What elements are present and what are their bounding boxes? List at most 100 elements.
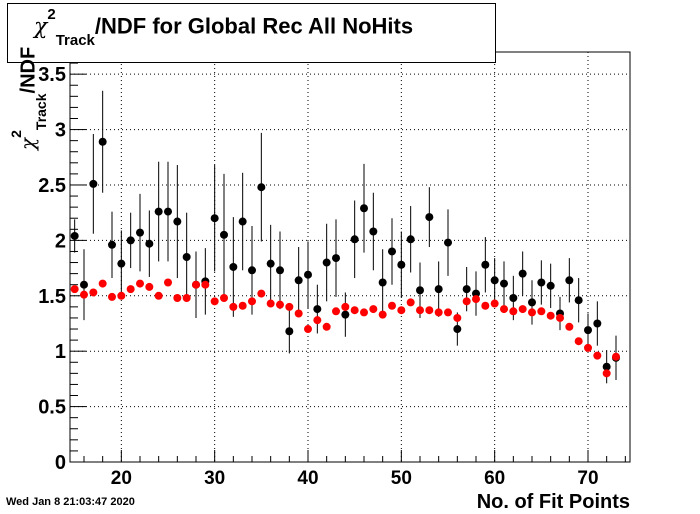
data-point	[378, 278, 387, 287]
data-point	[518, 305, 527, 314]
data-point	[89, 179, 98, 188]
data-point	[406, 298, 415, 307]
title-subscript: Track	[55, 31, 95, 49]
data-point	[490, 299, 499, 308]
data-point	[182, 294, 191, 302]
data-point	[238, 217, 247, 226]
data-point	[593, 319, 602, 328]
data-point	[332, 254, 340, 263]
title-superscript: 2	[47, 6, 56, 23]
data-point	[490, 276, 499, 285]
data-point	[388, 247, 396, 256]
data-point	[164, 207, 172, 216]
data-point	[546, 311, 555, 320]
series-black	[70, 90, 620, 384]
y-tick-label: 2	[55, 230, 66, 252]
data-point	[229, 302, 238, 311]
data-point	[481, 301, 490, 310]
data-point	[304, 270, 312, 279]
data-point	[136, 279, 144, 288]
x-tick-label: 40	[297, 468, 318, 489]
data-point	[313, 305, 322, 314]
data-point	[528, 308, 536, 317]
data-point	[612, 352, 620, 361]
data-point	[145, 239, 154, 248]
data-point	[304, 325, 312, 334]
data-point	[238, 301, 247, 310]
data-point	[164, 278, 172, 287]
data-point	[518, 269, 527, 278]
data-point	[332, 307, 340, 316]
data-point	[593, 351, 602, 360]
data-point	[453, 313, 462, 322]
data-point	[388, 301, 396, 310]
data-point	[70, 231, 79, 240]
y-tick-label: 1	[55, 341, 66, 363]
data-point	[584, 326, 592, 335]
data-point	[565, 322, 574, 331]
data-point	[546, 281, 555, 290]
title-rest: /NDF for Global Rec All NoHits	[94, 13, 414, 39]
data-marks	[70, 90, 620, 384]
data-point	[472, 289, 480, 298]
data-point	[80, 280, 88, 289]
timestamp: Wed Jan 8 21:03:47 2020	[6, 496, 135, 508]
data-point	[341, 302, 350, 311]
data-point	[537, 307, 546, 316]
data-point	[584, 343, 592, 352]
data-point	[350, 306, 359, 315]
data-point	[182, 253, 191, 261]
data-point	[565, 276, 574, 285]
data-point	[602, 362, 611, 371]
ylabel-subscript: Track	[32, 93, 49, 131]
data-point	[574, 337, 583, 346]
data-point	[80, 290, 88, 299]
x-tick-label: 50	[391, 468, 412, 489]
data-point	[574, 296, 583, 305]
data-point	[406, 235, 415, 244]
data-point	[248, 297, 256, 306]
y-axis-label: χ2 Track/NDF	[8, 46, 49, 150]
data-point	[117, 259, 126, 268]
x-tick-label: 60	[484, 468, 505, 489]
data-point	[500, 305, 508, 314]
data-point	[434, 308, 443, 317]
data-point	[537, 278, 546, 287]
y-tick-label: 3	[55, 120, 66, 142]
data-point	[434, 285, 443, 294]
x-tick-label: 20	[111, 468, 132, 489]
data-point	[89, 288, 98, 297]
data-point	[500, 279, 508, 288]
chart-title: χ2 Track/NDF for Global Rec All NoHits	[34, 6, 414, 49]
data-point	[397, 260, 406, 269]
data-point	[136, 228, 144, 237]
data-point	[425, 306, 434, 315]
data-point	[126, 236, 135, 245]
ylabel-symbol: χ	[15, 137, 40, 150]
data-point	[378, 310, 387, 319]
data-point	[220, 294, 228, 302]
data-point	[285, 327, 294, 336]
data-point	[98, 137, 107, 146]
data-point	[276, 266, 284, 275]
plot-frame	[69, 51, 631, 463]
title-box: χ2 Track/NDF for Global Rec All NoHits	[7, 3, 496, 63]
data-point	[145, 282, 154, 291]
ylabel-rest: /NDF	[17, 46, 40, 94]
y-tick-label: 3.5	[38, 64, 66, 86]
data-point	[294, 276, 303, 285]
series-red	[70, 278, 620, 378]
data-point	[369, 305, 378, 314]
data-point	[322, 258, 331, 267]
y-tick-label: 2.5	[38, 175, 66, 197]
data-point	[210, 214, 219, 223]
data-point	[462, 285, 471, 294]
data-point	[117, 291, 126, 300]
data-point	[220, 230, 228, 239]
data-point	[509, 294, 518, 302]
data-point	[360, 308, 368, 317]
data-point	[416, 306, 424, 315]
data-point	[266, 299, 275, 308]
data-point	[108, 240, 116, 249]
